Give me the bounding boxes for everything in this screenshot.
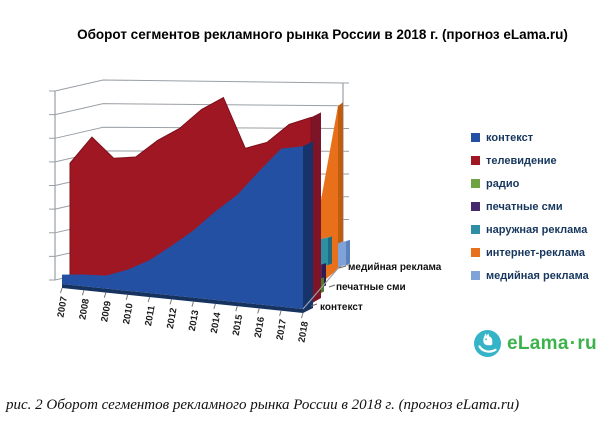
x-axis-label: 2012 <box>165 307 180 330</box>
x-axis-tick <box>235 306 238 312</box>
x-axis-label: 2011 <box>143 304 158 327</box>
x-axis-tick <box>301 312 304 319</box>
x-axis-label: 2010 <box>121 302 136 325</box>
series-outdoor <box>319 237 328 267</box>
x-axis-label: 2018 <box>296 321 311 344</box>
legend-swatch <box>471 202 480 211</box>
depth-axis <box>302 265 341 310</box>
legend-item-outdoor: наружная реклама <box>471 218 589 241</box>
legend-item-tv: телевидение <box>471 149 589 172</box>
series-media-top <box>338 239 350 244</box>
x-axis-tick <box>103 292 107 298</box>
series-kontekst-side <box>303 141 313 310</box>
page-title: Оборот сегментов рекламного рынка России… <box>77 27 568 42</box>
series-media <box>338 241 346 267</box>
depth-axis-label: контекст <box>320 302 363 313</box>
logo-separator: · <box>569 332 577 354</box>
legend-item-print: печатные сми <box>471 195 589 218</box>
legend-label: печатные сми <box>486 200 563 213</box>
legend-swatch <box>471 225 480 234</box>
series-media-side <box>346 239 350 265</box>
x-axis-tick <box>257 308 260 314</box>
x-axis-label: 2013 <box>187 309 202 332</box>
x-axis-tick <box>81 290 85 296</box>
legend-label: радио <box>486 177 520 190</box>
legend-label: телевидение <box>486 154 557 167</box>
x-axis-tick <box>213 303 216 310</box>
legend: контекст телевидение радио печатные сми нару… <box>471 126 589 287</box>
x-axis-tick <box>169 299 173 305</box>
gridline <box>54 126 344 139</box>
depth-axis-tick <box>338 265 347 269</box>
x-axis-tick <box>125 294 129 300</box>
logo-tld: ru <box>577 332 597 354</box>
depth-axis-label: печатные сми <box>336 282 406 293</box>
legend-swatch <box>471 179 480 188</box>
x-axis-label: 2014 <box>209 311 224 334</box>
legend-label: медийная реклама <box>486 269 589 282</box>
x-axis-label: 2015 <box>231 313 246 336</box>
series-outdoor-top <box>319 236 332 240</box>
legend-item-media: медийная реклама <box>471 264 589 287</box>
depth-axis-label: медийная реклама <box>348 262 442 273</box>
legend-swatch <box>471 271 480 280</box>
elama-logo: eLama·ru <box>474 330 597 357</box>
series-tv-side <box>311 112 321 304</box>
llama-icon <box>478 333 497 353</box>
x-axis-tick <box>147 296 151 303</box>
x-axis-label: 2007 <box>55 296 70 319</box>
series-kontekst <box>62 146 303 309</box>
legend-swatch <box>471 156 480 165</box>
series-internet-side <box>338 102 343 269</box>
x-axis-tick <box>60 287 63 294</box>
logo-brand: eLama <box>507 332 569 354</box>
depth-axis-tick <box>310 303 318 307</box>
gridline <box>54 103 344 116</box>
x-axis-label: 2008 <box>77 298 92 321</box>
x-axis-label: 2016 <box>253 316 268 339</box>
legend-swatch <box>471 248 480 257</box>
elama-llama-icon <box>474 330 501 357</box>
x-axis-label: 2009 <box>99 300 114 323</box>
x-axis-label: 2017 <box>275 318 290 341</box>
legend-item-kontekst: контекст <box>471 126 589 149</box>
depth-axis-tick <box>328 284 336 288</box>
legend-label: контекст <box>486 131 534 144</box>
legend-label: интернет-реклама <box>486 246 585 259</box>
legend-item-radio: радио <box>471 172 589 195</box>
floor-front-edge <box>62 284 313 313</box>
series-outdoor-side <box>328 236 332 265</box>
legend-label: наружная реклама <box>486 223 588 236</box>
x-axis-tick <box>279 310 282 316</box>
gridline <box>54 79 344 92</box>
legend-swatch <box>471 133 480 142</box>
figure-caption: рис. 2 Оборот сегментов рекламного рынка… <box>6 397 520 413</box>
logo-text: eLama·ru <box>507 333 597 355</box>
legend-item-internet: интернет-реклама <box>471 241 589 264</box>
x-axis-tick <box>191 301 194 307</box>
series-radio-side <box>321 277 324 293</box>
